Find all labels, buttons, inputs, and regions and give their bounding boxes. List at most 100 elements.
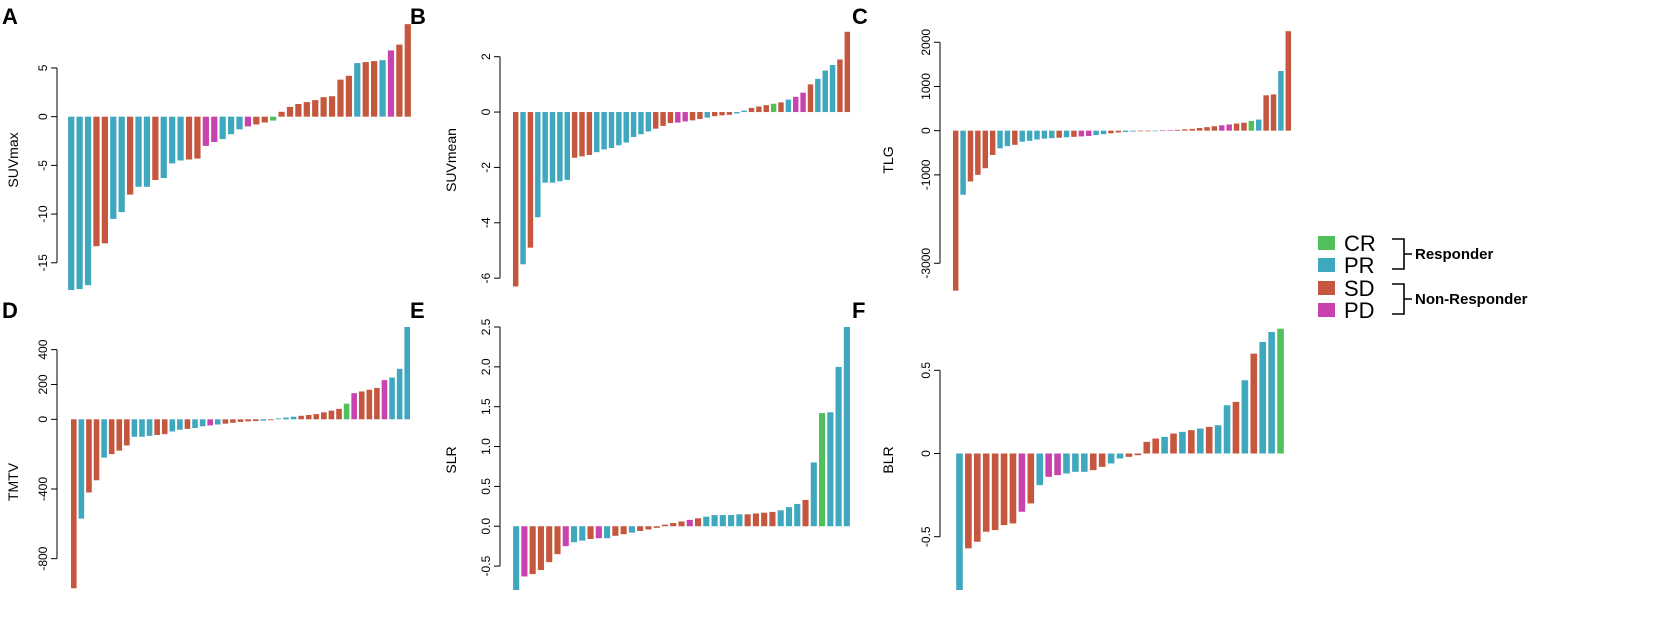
bar-pr <box>396 368 403 420</box>
bar-pr <box>570 526 578 543</box>
bar-pr <box>608 112 615 149</box>
bar-pd <box>207 419 213 426</box>
bar-pr <box>177 419 183 430</box>
bar-pd <box>1219 125 1225 131</box>
y-tick-label: 2.0 <box>479 358 493 375</box>
bar-sd <box>374 387 380 420</box>
bar-pr <box>1004 130 1011 147</box>
bar-sd <box>194 116 201 159</box>
bar-pr <box>1268 331 1275 454</box>
bar-pr <box>736 514 743 527</box>
bar-pr <box>815 78 821 113</box>
bar-sd <box>245 419 251 422</box>
bar-sd <box>974 453 981 542</box>
bar-pr <box>1116 453 1124 459</box>
y-tick-label: 1000 <box>919 73 933 100</box>
panel-letter: D <box>2 298 18 323</box>
bar-pr <box>1036 453 1044 486</box>
y-tick-label: -6 <box>479 272 493 283</box>
bar-sd <box>761 512 768 527</box>
bar-sd <box>371 61 378 117</box>
bar-sd <box>345 75 353 117</box>
y-tick-label: 0.5 <box>919 362 933 379</box>
bar-sd <box>1189 128 1195 131</box>
bar-sd <box>661 524 669 527</box>
bar-pr <box>557 112 563 182</box>
bar-sd <box>802 499 809 527</box>
y-axis-label: SUVmax <box>5 132 21 187</box>
panels: A SUVmax 5 0 -5 -10 -15 B SUVmean 2 0 -2 -4 -6 C TLG 200… <box>2 4 1292 590</box>
bar-pr <box>960 130 966 195</box>
bar-sd <box>1125 453 1133 457</box>
bar-pr <box>101 419 107 458</box>
bar-sd <box>967 130 974 182</box>
bar-sd <box>1263 95 1269 131</box>
bar-sd <box>303 102 310 117</box>
bar-sd <box>748 107 755 113</box>
bar-pr <box>549 112 556 183</box>
y-tick-label: 0 <box>36 416 50 423</box>
bar-sd <box>328 96 336 117</box>
bar-pr <box>260 419 267 421</box>
bar-pr <box>1152 130 1158 132</box>
bar-sd <box>1174 129 1181 131</box>
bar-sd <box>336 408 342 420</box>
bar-pr <box>520 112 526 265</box>
bar-pd <box>675 112 681 123</box>
bar-sd <box>1285 31 1292 131</box>
bar-pd <box>686 519 693 527</box>
legend-swatch <box>1318 258 1335 272</box>
bar-pr <box>139 419 145 437</box>
y-axis-label: BLR <box>880 446 896 473</box>
bar-sd <box>837 59 843 113</box>
bar-pr <box>956 453 963 590</box>
y-tick-label: -800 <box>36 546 50 570</box>
bar-sd <box>744 514 751 527</box>
bar-pr <box>169 116 176 164</box>
legend-label: PR <box>1344 253 1375 278</box>
chart-panel-f: F BLR 0.5 0 -0.5 <box>852 298 1284 590</box>
legend-group-responder: Responder <box>1392 238 1494 270</box>
bar-sd <box>252 419 259 422</box>
bar-pr <box>131 419 138 437</box>
bar-pr <box>794 503 801 527</box>
bar-pr <box>1130 130 1136 132</box>
y-axis-label: TLG <box>880 146 896 173</box>
bar-sd <box>337 79 344 117</box>
bar-pd <box>202 116 209 146</box>
bar-pr <box>1063 130 1070 138</box>
bar-pd <box>244 116 252 127</box>
bar-pr <box>68 116 75 291</box>
bar-pr <box>78 419 85 519</box>
chart-panel-e: E SLR 2.5 2.0 1.5 1.0 0.5 0.0 -0.5 <box>410 298 850 590</box>
bar-pr <box>835 366 842 527</box>
bar-sd <box>667 112 674 124</box>
bar-sd <box>586 112 593 155</box>
y-tick-label: -2 <box>479 162 493 173</box>
bar-sd <box>719 112 725 116</box>
bar-pr <box>623 112 629 143</box>
bar-pr <box>1259 341 1266 454</box>
bar-pd <box>793 96 799 113</box>
bar-sd <box>1009 453 1017 524</box>
bar-sd <box>93 419 100 481</box>
y-tick-label: 400 <box>36 339 50 359</box>
panel-letter: E <box>410 298 425 323</box>
bar-sd <box>328 410 335 420</box>
bar-pr <box>1063 453 1070 474</box>
bar-pr <box>177 116 184 161</box>
bar-pr <box>275 418 282 420</box>
bar-sd <box>1056 130 1062 138</box>
bar-pr <box>843 327 850 527</box>
bar-sd <box>1134 453 1142 456</box>
bar-sd <box>571 112 578 158</box>
bar-pr <box>579 526 586 541</box>
bar-sd <box>93 116 100 247</box>
legend-label: PD <box>1344 298 1375 323</box>
bar-sd <box>660 112 666 126</box>
y-tick-label: 0 <box>479 108 493 115</box>
bar-sd <box>86 419 92 493</box>
bar-sd <box>1170 433 1177 454</box>
bar-pr <box>199 419 206 427</box>
bar-pr <box>741 110 747 113</box>
